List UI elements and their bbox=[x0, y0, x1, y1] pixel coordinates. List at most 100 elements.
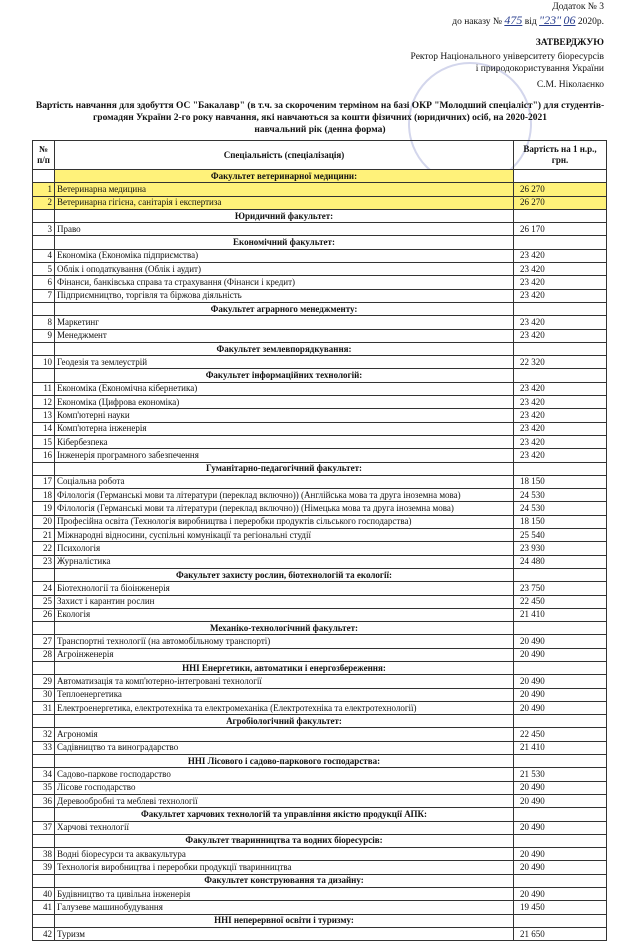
price: 20 490 bbox=[513, 887, 607, 902]
price: 21 530 bbox=[513, 767, 607, 782]
section-title: Економічний факультет: bbox=[54, 235, 514, 250]
row-number: 19 bbox=[32, 501, 55, 516]
item-row: 32 Агрономія 22 450 bbox=[32, 727, 607, 742]
item-row: 2 Ветеринарна гігієна, санітарія і експер… bbox=[32, 195, 607, 210]
price: 23 420 bbox=[513, 448, 607, 463]
section-title: Юридичний факультет: bbox=[54, 208, 514, 224]
item-row: 17 Соціальна робота 18 150 bbox=[32, 474, 607, 490]
price: 23 420 bbox=[513, 315, 607, 330]
price: 22 450 bbox=[513, 727, 607, 742]
appendix: Додаток № 3 bbox=[552, 2, 604, 12]
price: 21 650 bbox=[513, 926, 607, 942]
specialty: Соціальна робота bbox=[54, 474, 514, 490]
section-row: ННІ Лісового і садово-паркового господар… bbox=[32, 754, 607, 769]
row-number: 11 bbox=[32, 381, 55, 397]
cell bbox=[32, 368, 55, 383]
item-row: 1 Ветеринарна медицина 26 270 bbox=[32, 182, 607, 197]
row-number: 3 bbox=[32, 222, 55, 237]
column-header: Вартість на 1 н.р., грн. bbox=[513, 140, 607, 170]
row-number: 8 bbox=[32, 315, 55, 330]
price: 23 420 bbox=[513, 434, 607, 450]
item-row: 24 Біотехнології та біоінженерія 23 750 bbox=[32, 581, 607, 596]
row-number: 14 bbox=[32, 421, 55, 436]
item-row: 10 Геодезія та землеустрій 22 320 bbox=[32, 355, 607, 370]
specialty: Деревообробні та меблеві технології bbox=[54, 793, 514, 809]
row-number: 26 bbox=[32, 607, 55, 623]
section-title: Факультет захисту рослин, біотехнологій … bbox=[54, 567, 514, 583]
price: 23 420 bbox=[513, 275, 607, 290]
row-number: 41 bbox=[32, 900, 55, 915]
section-row: Юридичний факультет: bbox=[32, 208, 607, 224]
price: 26 270 bbox=[513, 182, 607, 197]
section-row: ННІ Енергетики, автоматики і енергозбере… bbox=[32, 660, 607, 676]
item-row: 11 Економіка (Економічна кібернетика) 23 4… bbox=[32, 381, 607, 397]
section-title: ННІ Лісового і садово-паркового господар… bbox=[54, 754, 514, 769]
item-row: 15 Кібербезпека 23 420 bbox=[32, 434, 607, 450]
cell bbox=[32, 621, 55, 636]
row-number: 40 bbox=[32, 887, 55, 902]
cell bbox=[32, 567, 55, 583]
row-number: 25 bbox=[32, 594, 55, 609]
cell bbox=[513, 714, 607, 729]
row-number: 24 bbox=[32, 581, 55, 596]
section-title: Гуманітарно-педагогічний факультет: bbox=[54, 461, 514, 476]
header-row: № п/п Спеціальність (спеціалізація) Варт… bbox=[32, 140, 607, 170]
cell bbox=[513, 621, 607, 636]
section-row: Факультет ветеринарної медицини: bbox=[32, 168, 607, 184]
row-number: 16 bbox=[32, 448, 55, 463]
section-title: Факультет інформаційних технологій: bbox=[54, 368, 514, 383]
row-number: 34 bbox=[32, 767, 55, 782]
item-row: 20 Професійна освіта (Технологія виробниц… bbox=[32, 514, 607, 530]
item-row: 23 Журналістика 24 480 bbox=[32, 554, 607, 569]
specialty: Харчові технології bbox=[54, 820, 514, 835]
row-number: 20 bbox=[32, 514, 55, 530]
specialty: Підприємництво, торгівля та біржова діял… bbox=[54, 288, 514, 303]
price: 24 480 bbox=[513, 554, 607, 569]
cell bbox=[513, 461, 607, 476]
specialty: Агроінженерія bbox=[54, 647, 514, 662]
price: 22 450 bbox=[513, 594, 607, 609]
price: 20 490 bbox=[513, 700, 607, 716]
row-number: 4 bbox=[32, 248, 55, 264]
cell bbox=[32, 754, 55, 769]
item-row: 37 Харчові технології 20 490 bbox=[32, 820, 607, 835]
section-title: ННІ неперервної освіти і туризму: bbox=[54, 913, 514, 928]
specialty: Маркетинг bbox=[54, 315, 514, 330]
row-number: 5 bbox=[32, 262, 55, 277]
section-row: ННІ неперервної освіти і туризму: bbox=[32, 913, 607, 928]
section-title: ННІ Енергетики, автоматики і енергозбере… bbox=[54, 660, 514, 676]
cell bbox=[513, 660, 607, 676]
cell bbox=[32, 913, 55, 928]
item-row: 19 Філологія (Германські мови та літерату… bbox=[32, 501, 607, 516]
item-row: 33 Садівництво та виноградарство 21 410 bbox=[32, 740, 607, 756]
row-number: 12 bbox=[32, 395, 55, 410]
cell bbox=[32, 714, 55, 729]
specialty: Геодезія та землеустрій bbox=[54, 355, 514, 370]
item-row: 36 Деревообробні та меблеві технології 20 … bbox=[32, 793, 607, 809]
specialty: Автоматизація та комп'ютерно-інтегровані… bbox=[54, 674, 514, 689]
cell bbox=[32, 301, 55, 317]
order-prefix: до наказу № bbox=[452, 17, 502, 27]
item-row: 3 Право 26 170 bbox=[32, 222, 607, 237]
price: 22 320 bbox=[513, 355, 607, 370]
order-from: від bbox=[524, 17, 537, 27]
specialty: Екологія bbox=[54, 607, 514, 623]
cell bbox=[32, 208, 55, 224]
specialty: Садівництво та виноградарство bbox=[54, 740, 514, 756]
specialty: Економіка (Економіка підприємства) bbox=[54, 248, 514, 264]
section-row: Факультет тваринництва та водних біоресу… bbox=[32, 833, 607, 849]
row-number: 30 bbox=[32, 687, 55, 702]
specialty: Ветеринарна медицина bbox=[54, 182, 514, 197]
cell bbox=[513, 754, 607, 769]
row-number: 18 bbox=[32, 488, 55, 503]
cell bbox=[32, 807, 55, 822]
cell bbox=[32, 461, 55, 476]
specialty: Філологія (Германські мови та літератури… bbox=[54, 501, 514, 516]
specialty: Біотехнології та біоінженерія bbox=[54, 581, 514, 596]
cell bbox=[32, 873, 55, 889]
section-title: Факультет аграрного менеджменту: bbox=[54, 301, 514, 317]
item-row: 8 Маркетинг 23 420 bbox=[32, 315, 607, 330]
price: 20 490 bbox=[513, 780, 607, 795]
item-row: 25 Захист і карантин рослин 22 450 bbox=[32, 594, 607, 609]
